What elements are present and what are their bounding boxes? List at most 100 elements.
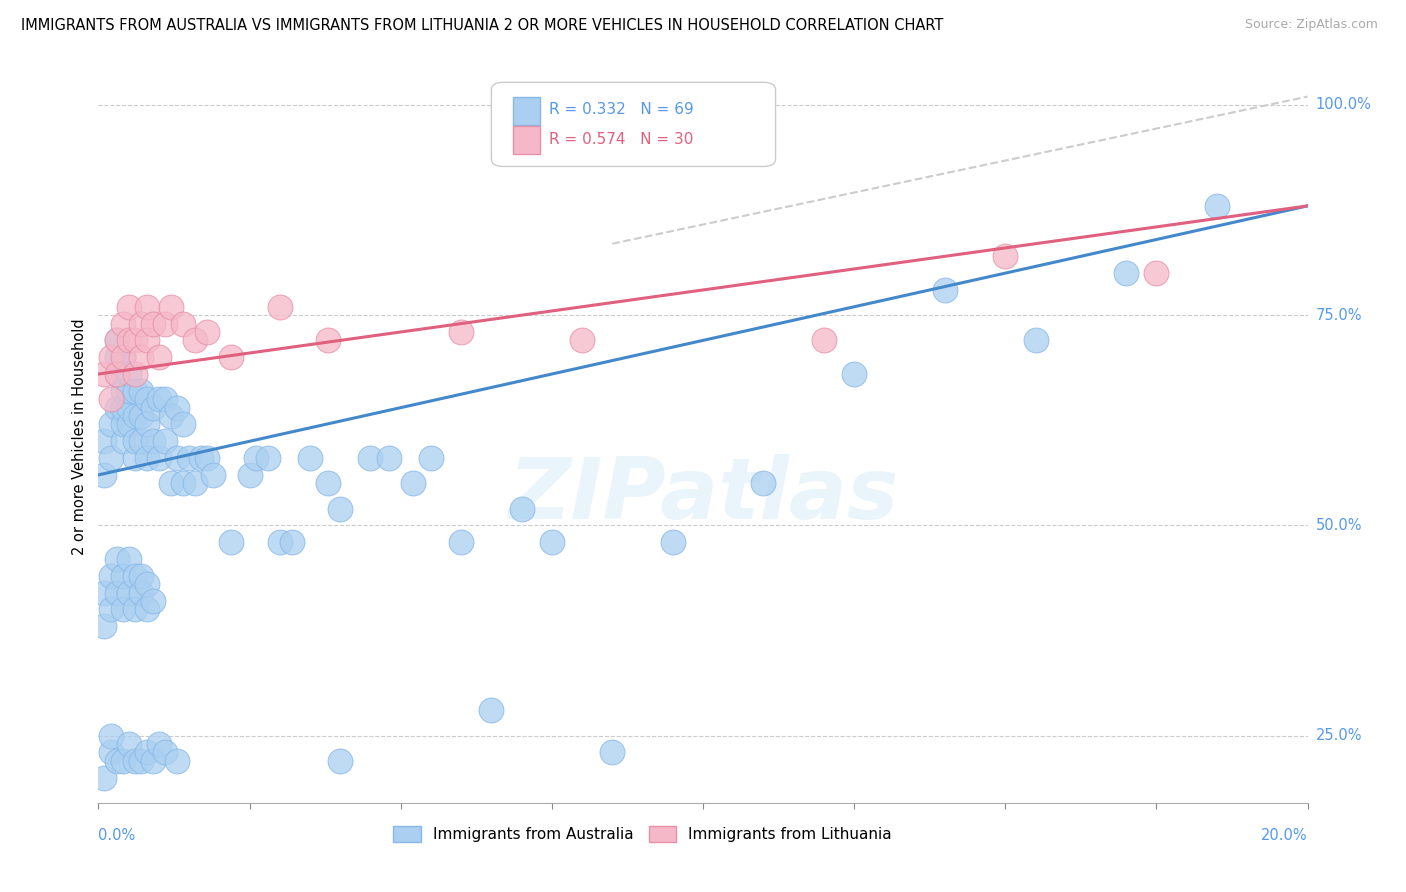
Point bbox=[93, 467, 115, 482]
Point bbox=[160, 300, 183, 314]
Point bbox=[129, 350, 152, 364]
Text: 100.0%: 100.0% bbox=[1316, 97, 1372, 112]
FancyBboxPatch shape bbox=[513, 126, 540, 154]
Point bbox=[100, 451, 122, 466]
Point bbox=[184, 476, 207, 491]
Point bbox=[269, 535, 291, 549]
Point bbox=[269, 300, 291, 314]
Point bbox=[124, 451, 146, 466]
Point bbox=[124, 409, 146, 423]
Point bbox=[118, 552, 141, 566]
Point bbox=[118, 401, 141, 415]
Point bbox=[124, 367, 146, 381]
Point bbox=[1144, 266, 1167, 280]
Point bbox=[129, 754, 152, 768]
Point bbox=[135, 334, 157, 348]
Point bbox=[105, 350, 128, 364]
Point bbox=[105, 367, 128, 381]
Point bbox=[118, 737, 141, 751]
Point bbox=[129, 585, 152, 599]
Point bbox=[100, 350, 122, 364]
Point bbox=[281, 535, 304, 549]
Point bbox=[129, 569, 152, 583]
Point bbox=[377, 451, 399, 466]
Point bbox=[142, 754, 165, 768]
Point bbox=[245, 451, 267, 466]
Point bbox=[105, 334, 128, 348]
Point bbox=[118, 334, 141, 348]
Point bbox=[481, 703, 503, 717]
Point bbox=[142, 401, 165, 415]
Text: 25.0%: 25.0% bbox=[1316, 728, 1362, 743]
Point bbox=[93, 367, 115, 381]
Point bbox=[135, 451, 157, 466]
Point bbox=[135, 300, 157, 314]
Point bbox=[124, 334, 146, 348]
Point bbox=[100, 417, 122, 432]
Point bbox=[111, 317, 134, 331]
Point bbox=[160, 476, 183, 491]
Point bbox=[100, 729, 122, 743]
Point bbox=[571, 334, 593, 348]
Point bbox=[111, 384, 134, 398]
Point bbox=[166, 401, 188, 415]
Point bbox=[190, 451, 212, 466]
Point bbox=[239, 467, 262, 482]
Text: 75.0%: 75.0% bbox=[1316, 308, 1362, 323]
Point bbox=[172, 317, 194, 331]
Point bbox=[195, 325, 218, 339]
Point bbox=[124, 569, 146, 583]
Point bbox=[129, 409, 152, 423]
Point bbox=[135, 745, 157, 759]
Point bbox=[135, 392, 157, 407]
Point bbox=[118, 367, 141, 381]
Point bbox=[124, 602, 146, 616]
Point bbox=[148, 350, 170, 364]
Point bbox=[111, 417, 134, 432]
Point bbox=[124, 754, 146, 768]
Point bbox=[329, 501, 352, 516]
Point bbox=[1206, 199, 1229, 213]
Point bbox=[153, 392, 176, 407]
Point bbox=[100, 569, 122, 583]
Point bbox=[184, 334, 207, 348]
Point bbox=[316, 476, 339, 491]
FancyBboxPatch shape bbox=[513, 97, 540, 125]
Point bbox=[111, 434, 134, 449]
Text: IMMIGRANTS FROM AUSTRALIA VS IMMIGRANTS FROM LITHUANIA 2 OR MORE VEHICLES IN HOU: IMMIGRANTS FROM AUSTRALIA VS IMMIGRANTS … bbox=[21, 18, 943, 33]
Point bbox=[111, 569, 134, 583]
Legend: Immigrants from Australia, Immigrants from Lithuania: Immigrants from Australia, Immigrants fr… bbox=[385, 819, 900, 850]
Point bbox=[124, 434, 146, 449]
Point bbox=[135, 417, 157, 432]
Point bbox=[540, 535, 562, 549]
Point bbox=[105, 367, 128, 381]
Point bbox=[111, 602, 134, 616]
Point bbox=[221, 535, 243, 549]
Point bbox=[118, 585, 141, 599]
Point bbox=[142, 317, 165, 331]
Point bbox=[100, 602, 122, 616]
Point bbox=[360, 451, 382, 466]
Text: 50.0%: 50.0% bbox=[1316, 518, 1362, 533]
Text: R = 0.332   N = 69: R = 0.332 N = 69 bbox=[550, 102, 695, 117]
Point bbox=[420, 451, 443, 466]
Point bbox=[142, 434, 165, 449]
Point bbox=[129, 384, 152, 398]
Point bbox=[934, 283, 956, 297]
Point bbox=[256, 451, 278, 466]
Point bbox=[118, 384, 141, 398]
Point bbox=[100, 392, 122, 407]
Point bbox=[316, 334, 339, 348]
Point bbox=[844, 367, 866, 381]
Point bbox=[179, 451, 201, 466]
Point bbox=[105, 585, 128, 599]
Point bbox=[221, 350, 243, 364]
Point bbox=[118, 417, 141, 432]
Point bbox=[105, 552, 128, 566]
Point bbox=[148, 737, 170, 751]
Point bbox=[111, 350, 134, 364]
Point bbox=[153, 317, 176, 331]
Point bbox=[172, 476, 194, 491]
Point bbox=[93, 771, 115, 785]
Point bbox=[510, 501, 533, 516]
